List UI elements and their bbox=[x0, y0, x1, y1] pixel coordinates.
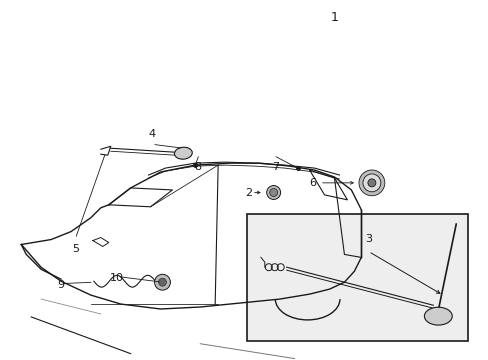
Text: 4: 4 bbox=[148, 129, 155, 139]
Circle shape bbox=[266, 185, 280, 199]
Circle shape bbox=[367, 179, 375, 187]
Text: 10: 10 bbox=[110, 273, 124, 283]
Text: 3: 3 bbox=[364, 234, 371, 244]
Text: 1: 1 bbox=[330, 11, 338, 24]
Text: 5: 5 bbox=[72, 244, 79, 254]
Text: 2: 2 bbox=[244, 188, 251, 198]
Circle shape bbox=[358, 170, 384, 196]
Circle shape bbox=[154, 274, 170, 290]
Text: 9: 9 bbox=[58, 280, 64, 290]
Ellipse shape bbox=[424, 307, 451, 325]
Circle shape bbox=[158, 278, 166, 286]
Circle shape bbox=[269, 189, 277, 197]
Text: 8: 8 bbox=[194, 162, 202, 172]
Text: 6: 6 bbox=[309, 178, 316, 188]
Text: 7: 7 bbox=[272, 162, 279, 172]
Ellipse shape bbox=[174, 147, 192, 159]
Bar bbox=[246, 214, 467, 341]
Circle shape bbox=[362, 174, 380, 192]
